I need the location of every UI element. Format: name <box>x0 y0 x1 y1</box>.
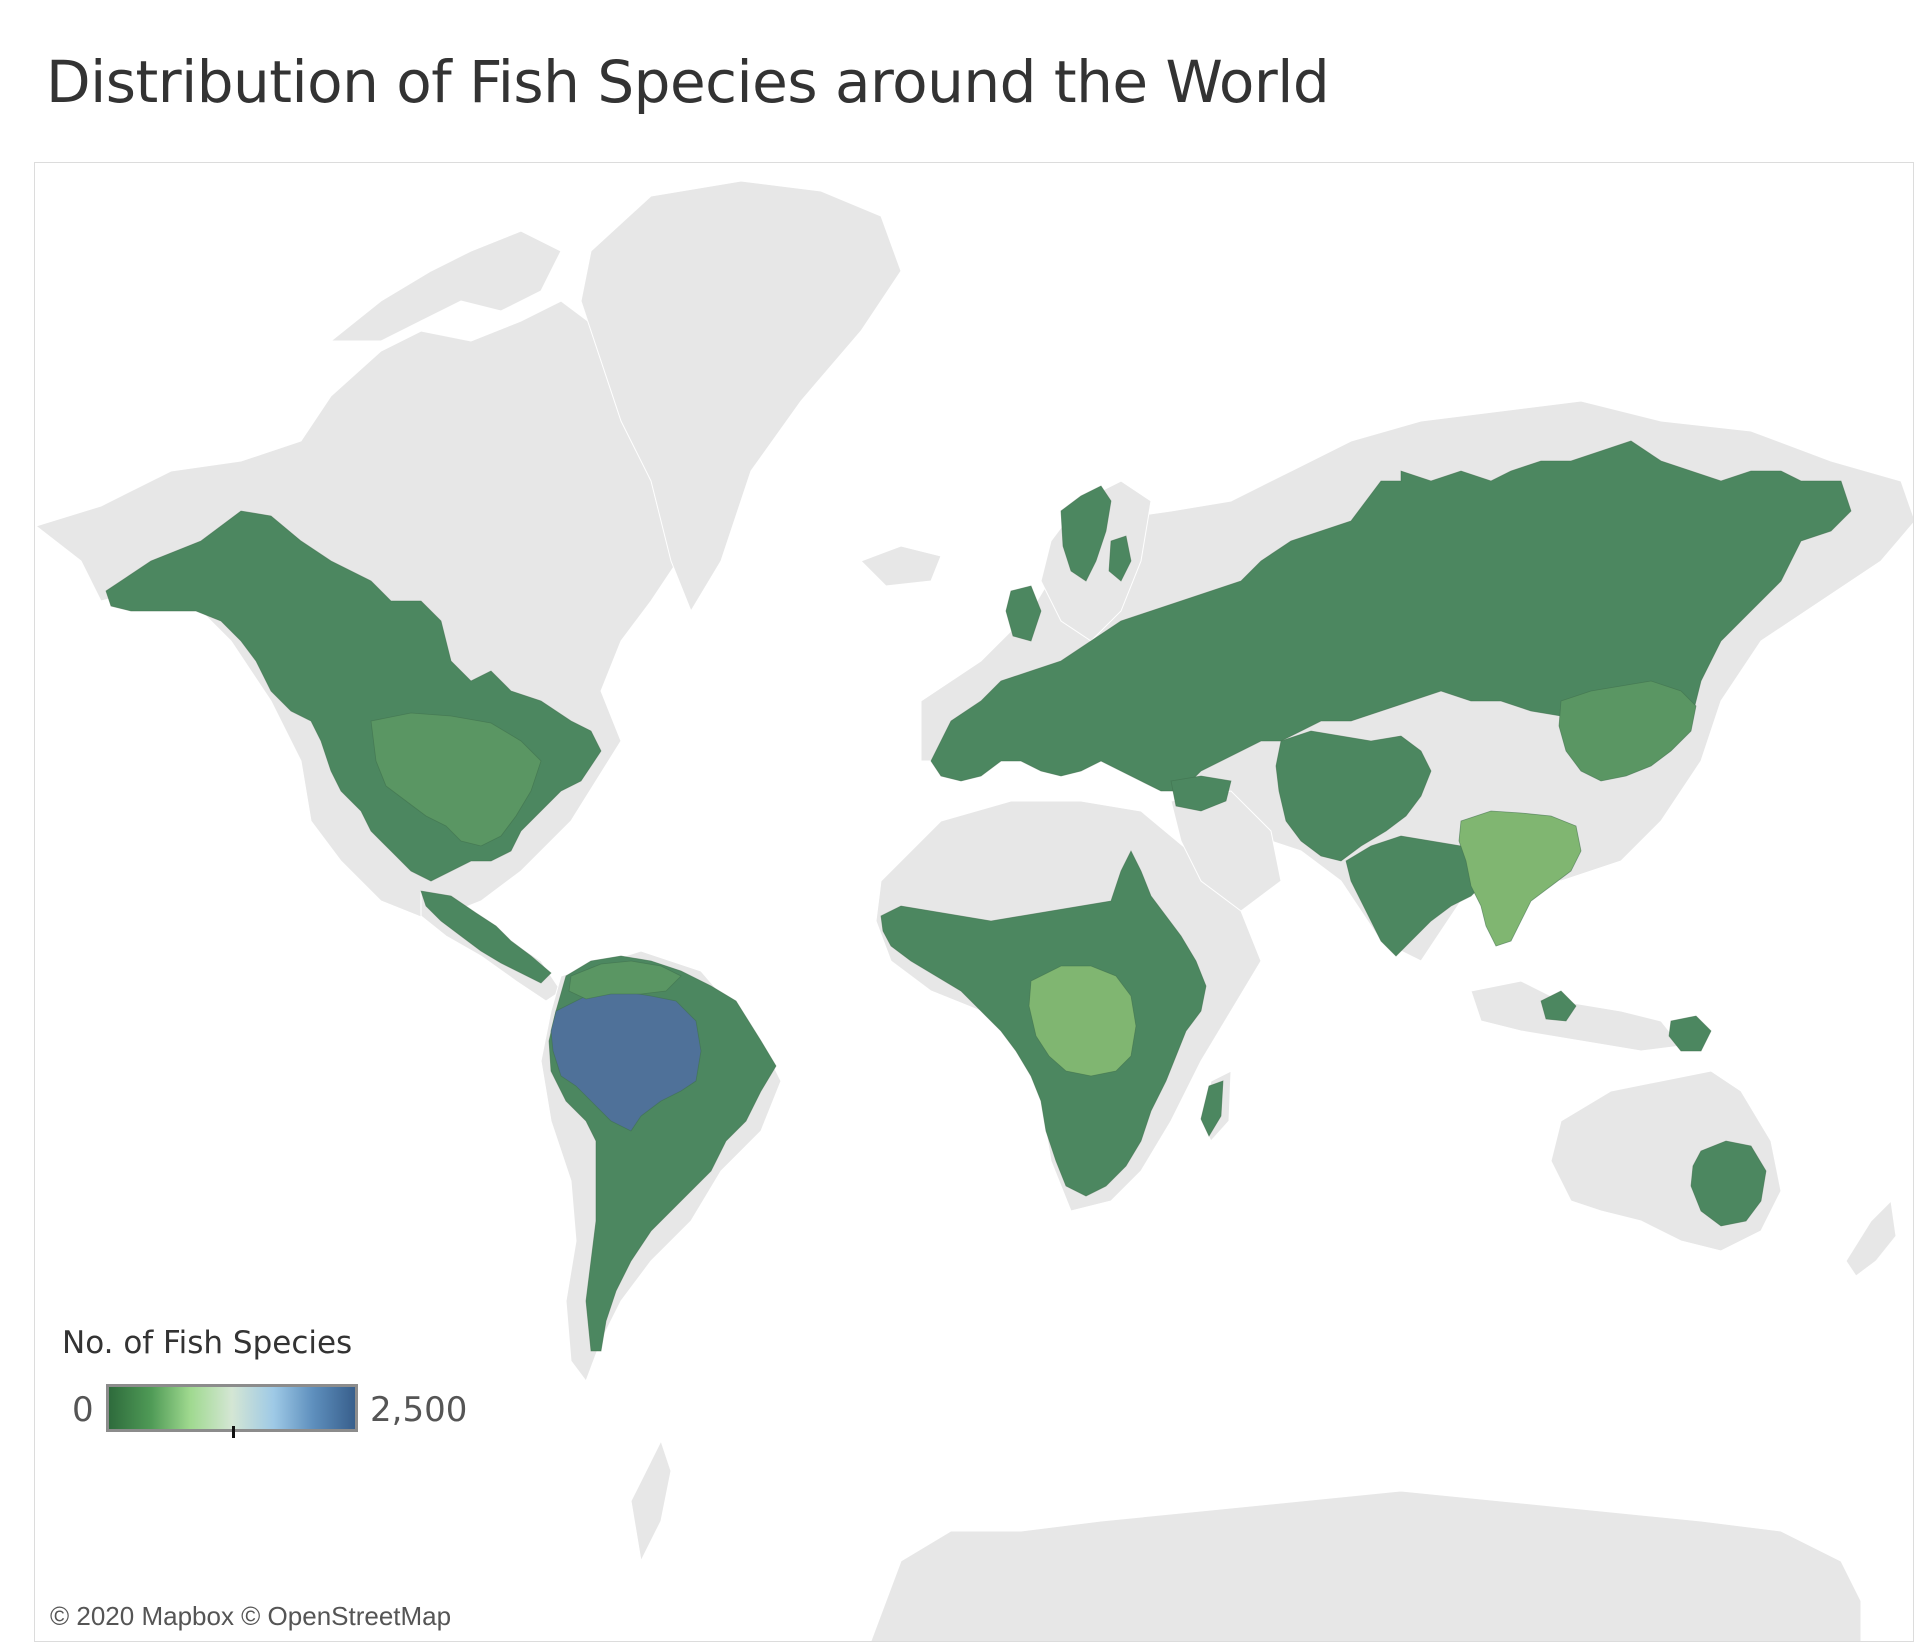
land-greenland-bg <box>580 180 902 613</box>
region-borneo[interactable] <box>1540 990 1577 1022</box>
legend-midpoint-tick <box>232 1426 235 1438</box>
fish-species-regions[interactable] <box>105 440 1852 1352</box>
region-new-guinea[interactable] <box>1668 1015 1712 1052</box>
land-arctic-islands-bg <box>329 230 562 342</box>
region-congo[interactable] <box>1028 965 1137 1077</box>
legend-title: No. of Fish Species <box>62 1325 353 1361</box>
region-central-asia[interactable] <box>1275 730 1432 862</box>
region-central-america[interactable] <box>420 890 552 984</box>
land-indonesia-bg <box>1470 980 1682 1052</box>
world-map[interactable] <box>35 163 1914 1642</box>
region-madagascar[interactable] <box>1200 1080 1224 1137</box>
legend-max-label: 2,500 <box>370 1390 468 1430</box>
region-scandinavia[interactable] <box>1060 485 1112 582</box>
region-east-asia[interactable] <box>1558 680 1697 782</box>
land-new-zealand-bg <box>1845 1199 1897 1277</box>
land-antarctic-peninsula-bg <box>630 1439 672 1563</box>
region-orinoco[interactable] <box>568 960 682 1000</box>
region-finland[interactable] <box>1108 535 1132 582</box>
land-arabia-bg <box>1170 790 1282 912</box>
region-amazon[interactable] <box>550 990 702 1132</box>
legend-color-ramp <box>106 1384 358 1432</box>
region-turkey[interactable] <box>1170 775 1232 812</box>
region-mississippi[interactable] <box>370 712 542 847</box>
legend-min-label: 0 <box>72 1390 94 1430</box>
land-antarctica-bg <box>870 1490 1862 1641</box>
region-south-asia[interactable] <box>1345 835 1487 957</box>
map-title: Distribution of Fish Species around the … <box>46 48 1330 116</box>
map-attribution[interactable]: © 2020 Mapbox © OpenStreetMap <box>46 1599 460 1634</box>
region-southeast-asia[interactable] <box>1458 810 1582 947</box>
region-uk[interactable] <box>1005 585 1042 642</box>
region-australia-southeast[interactable] <box>1690 1140 1767 1227</box>
land-iceland-bg <box>860 545 942 587</box>
